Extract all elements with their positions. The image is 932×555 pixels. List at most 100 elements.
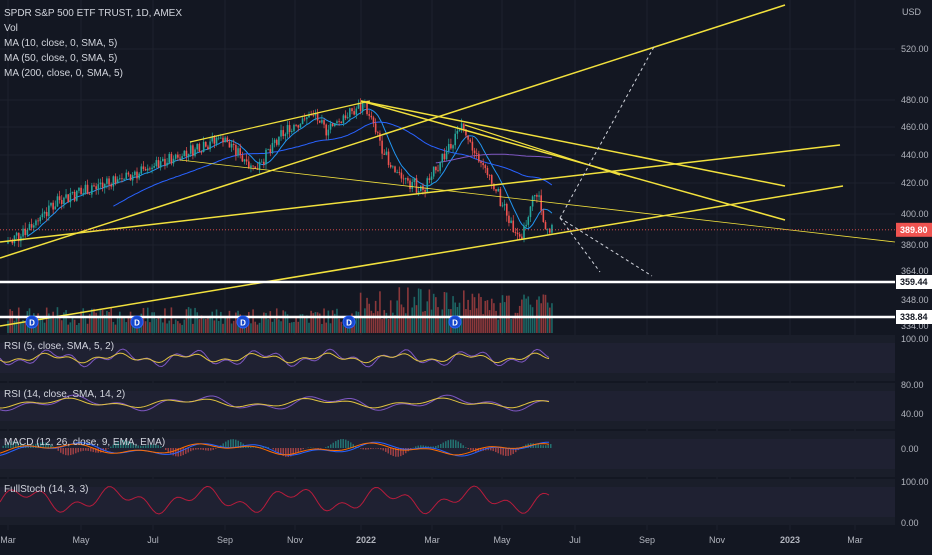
volume-bar bbox=[272, 322, 274, 333]
price-axis-tick: 480.00 bbox=[901, 95, 929, 105]
candle-body bbox=[371, 116, 373, 118]
macd-histogram-bar bbox=[215, 448, 217, 449]
price-axis-tick: 364.00 bbox=[901, 266, 929, 276]
rsi14-label[interactable]: RSI (14, close, SMA, 14, 2) bbox=[4, 389, 125, 400]
macd-histogram-bar bbox=[195, 448, 197, 450]
macd-histogram-bar bbox=[470, 448, 472, 450]
volume-bar bbox=[399, 287, 401, 333]
volume-bar bbox=[523, 295, 525, 333]
candle-body bbox=[401, 173, 403, 179]
candle-body bbox=[426, 178, 428, 192]
volume-bar bbox=[476, 308, 478, 333]
candle-body bbox=[166, 163, 168, 166]
legend-ma50[interactable]: MA (50, close, 0, SMA, 5) bbox=[4, 51, 182, 66]
volume-bar bbox=[254, 322, 256, 333]
price-axis-tick: 460.00 bbox=[901, 122, 929, 132]
last-price-label: 389.80 bbox=[900, 225, 928, 235]
candle-body bbox=[102, 183, 104, 188]
volume-bar bbox=[360, 293, 362, 333]
candle-body bbox=[439, 162, 441, 170]
dividend-marker-label: D bbox=[240, 319, 246, 328]
macd-histogram-bar bbox=[498, 448, 500, 453]
candle-body bbox=[429, 178, 431, 180]
macd-histogram-bar bbox=[193, 448, 195, 450]
rsi5-label[interactable]: RSI (5, close, SMA, 5, 2) bbox=[4, 341, 114, 352]
candle-body bbox=[214, 136, 216, 143]
volume-bar bbox=[252, 309, 254, 333]
candle-body bbox=[356, 109, 358, 115]
volume-bar bbox=[235, 313, 237, 333]
symbol-title[interactable]: SPDR S&P 500 ETF TRUST, 1D, AMEX bbox=[4, 6, 182, 21]
volume-bar bbox=[362, 317, 364, 333]
volume-bar bbox=[431, 310, 433, 333]
candle-body bbox=[293, 125, 295, 131]
volume-bar bbox=[444, 292, 446, 333]
candle-body bbox=[353, 111, 355, 114]
indicator-band bbox=[0, 487, 895, 517]
candle-body bbox=[80, 188, 82, 195]
legend-ma200[interactable]: MA (200, close, 0, SMA, 5) bbox=[4, 66, 182, 81]
macd-histogram-bar bbox=[390, 448, 392, 455]
volume-bar bbox=[506, 296, 508, 333]
macd-histogram-bar bbox=[550, 444, 552, 448]
volume-bar bbox=[274, 319, 276, 333]
indicator-axis-tick: 80.00 bbox=[901, 380, 924, 390]
macd-histogram-bar bbox=[455, 440, 457, 448]
candle-body bbox=[373, 117, 375, 123]
macd-histogram-bar bbox=[363, 448, 365, 449]
candle-body bbox=[420, 186, 422, 192]
volume-bar bbox=[188, 307, 190, 333]
macd-label[interactable]: MACD (12, 26, close, 9, EMA, EMA) bbox=[4, 437, 165, 448]
macd-histogram-bar bbox=[495, 448, 497, 452]
candle-body bbox=[78, 188, 80, 191]
candle-body bbox=[147, 168, 149, 170]
volume-bar bbox=[358, 312, 360, 333]
time-axis-label: Mar bbox=[424, 535, 440, 545]
indicator-band bbox=[0, 343, 895, 373]
candle-body bbox=[186, 151, 188, 157]
volume-bar bbox=[549, 308, 551, 333]
stoch-label[interactable]: FullStoch (14, 3, 3) bbox=[4, 484, 88, 495]
candle-body bbox=[285, 134, 287, 136]
legend-ma10[interactable]: MA (10, close, 0, SMA, 5) bbox=[4, 36, 182, 51]
volume-bar bbox=[203, 319, 205, 333]
macd-histogram-bar bbox=[508, 448, 510, 456]
candle-body bbox=[113, 176, 115, 186]
candle-body bbox=[534, 195, 536, 196]
dividend-marker-label: D bbox=[29, 319, 35, 328]
macd-histogram-bar bbox=[198, 448, 200, 449]
candle-body bbox=[543, 210, 545, 222]
candle-body bbox=[291, 131, 293, 132]
volume-bar bbox=[545, 295, 547, 333]
volume-bar bbox=[171, 307, 173, 333]
level-label: 338.84 bbox=[900, 312, 928, 322]
volume-bar bbox=[121, 318, 123, 333]
candle-body bbox=[52, 203, 54, 210]
candle-body bbox=[403, 179, 405, 180]
volume-bar bbox=[377, 311, 379, 333]
volume-bar bbox=[250, 323, 252, 333]
candle-body bbox=[459, 130, 461, 131]
candle-body bbox=[525, 225, 527, 226]
volume-bar bbox=[489, 310, 491, 333]
volume-bar bbox=[304, 316, 306, 333]
volume-bar bbox=[285, 311, 287, 333]
candle-body bbox=[237, 148, 239, 155]
time-axis-label: 2022 bbox=[356, 535, 376, 545]
candle-body bbox=[287, 125, 289, 134]
volume-bar bbox=[528, 296, 530, 333]
candle-body bbox=[121, 178, 123, 179]
volume-bar bbox=[233, 321, 235, 333]
candle-body bbox=[108, 178, 110, 184]
macd-histogram-bar bbox=[490, 448, 492, 450]
candle-body bbox=[42, 214, 44, 218]
indicator-axis-tick: 100.00 bbox=[901, 477, 929, 487]
volume-bar bbox=[194, 308, 196, 333]
candle-body bbox=[313, 115, 315, 116]
candle-body bbox=[278, 137, 280, 145]
candle-body bbox=[209, 141, 211, 149]
candle-body bbox=[61, 200, 63, 204]
legend-vol[interactable]: Vol bbox=[4, 21, 182, 36]
